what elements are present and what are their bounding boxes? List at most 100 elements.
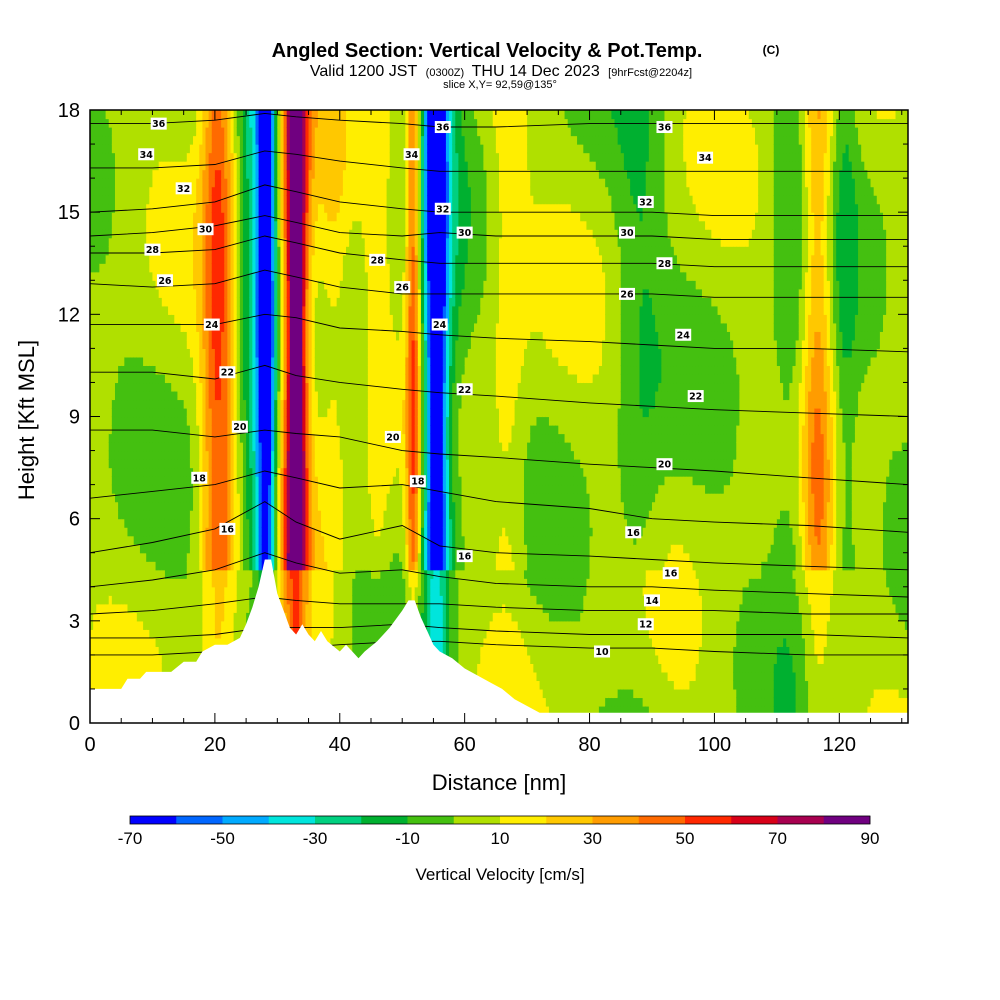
velocity-cell (136, 254, 141, 264)
velocity-cell (99, 620, 104, 630)
velocity-cell (127, 416, 132, 426)
velocity-cell (143, 195, 147, 205)
velocity-cell (90, 356, 94, 367)
velocity-cell (161, 561, 166, 571)
velocity-cell (108, 118, 113, 128)
velocity-cell (164, 518, 169, 528)
velocity-cell (146, 518, 150, 528)
velocity-cell (164, 365, 169, 375)
velocity-cell (171, 433, 175, 443)
velocity-cell (152, 339, 157, 349)
velocity-cell (102, 603, 107, 613)
velocity-cell (149, 399, 154, 409)
velocity-cell (108, 382, 113, 392)
velocity-cell (114, 442, 119, 452)
velocity-cell (146, 348, 150, 358)
velocity-cell (152, 527, 157, 537)
velocity-cell (168, 561, 172, 571)
velocity-cell (136, 263, 141, 273)
velocity-cell (102, 254, 107, 264)
velocity-cell (102, 161, 107, 171)
velocity-cell (152, 373, 157, 384)
velocity-cell (139, 603, 144, 613)
velocity-cell (146, 203, 150, 213)
velocity-cell (118, 620, 122, 630)
velocity-cell (114, 493, 119, 503)
velocity-cell (152, 220, 157, 230)
velocity-cell (102, 356, 107, 367)
velocity-cell (161, 629, 166, 639)
velocity-cell (171, 305, 175, 315)
velocity-cell (164, 169, 169, 179)
velocity-cell (96, 544, 100, 554)
velocity-cell (118, 229, 122, 239)
velocity-cell (171, 476, 175, 486)
velocity-cell (164, 263, 169, 273)
velocity-cell (96, 399, 100, 409)
velocity-cell (105, 135, 110, 145)
velocity-cell (133, 305, 138, 315)
velocity-cell (124, 169, 129, 179)
velocity-cell (136, 314, 141, 324)
velocity-cell (127, 127, 132, 137)
velocity-cell (133, 459, 138, 469)
velocity-cell (139, 271, 144, 281)
velocity-cell (118, 390, 122, 401)
velocity-cell (90, 186, 94, 196)
velocity-cell (149, 407, 154, 418)
velocity-cell (105, 339, 110, 349)
velocity-cell (130, 620, 135, 630)
velocity-cell (111, 144, 116, 154)
velocity-cell (111, 348, 116, 358)
velocity-cell (168, 178, 172, 188)
velocity-cell (158, 552, 163, 562)
velocity-cell (139, 280, 144, 290)
velocity-cell (114, 203, 119, 213)
velocity-cell (102, 135, 107, 145)
velocity-cell (124, 501, 129, 511)
velocity-cell (111, 186, 116, 196)
velocity-cell (149, 450, 154, 460)
velocity-cell (139, 654, 144, 664)
velocity-cell (121, 178, 125, 188)
velocity-cell (99, 169, 104, 179)
velocity-cell (164, 390, 169, 401)
velocity-cell (149, 569, 154, 579)
velocity-cell (158, 425, 163, 435)
velocity-cell (102, 467, 107, 477)
velocity-cell (90, 382, 94, 392)
velocity-cell (102, 390, 107, 401)
velocity-cell (149, 527, 154, 537)
velocity-cell (121, 314, 125, 324)
velocity-cell (96, 314, 100, 324)
velocity-cell (133, 612, 138, 622)
velocity-cell (124, 118, 129, 128)
velocity-cell (102, 442, 107, 452)
velocity-cell (161, 654, 166, 664)
velocity-cell (99, 254, 104, 264)
velocity-cell (127, 620, 132, 630)
velocity-cell (111, 586, 116, 596)
velocity-cell (155, 373, 160, 384)
velocity-cell (149, 544, 154, 554)
velocity-cell (158, 663, 163, 673)
velocity-cell (146, 331, 150, 341)
velocity-cell (149, 161, 154, 171)
velocity-cell (133, 637, 138, 647)
velocity-cell (158, 169, 163, 179)
velocity-cell (105, 305, 110, 315)
velocity-cell (168, 322, 172, 332)
velocity-cell (108, 561, 113, 571)
velocity-cell (124, 646, 129, 656)
velocity-cell (149, 467, 154, 477)
velocity-cell (146, 186, 150, 196)
velocity-cell (108, 680, 113, 690)
velocity-cell (171, 535, 175, 545)
velocity-cell (99, 535, 104, 545)
velocity-cell (171, 586, 175, 596)
velocity-cell (155, 493, 160, 503)
velocity-cell (164, 612, 169, 622)
velocity-cell (108, 110, 113, 120)
velocity-cell (118, 322, 122, 332)
velocity-cell (118, 612, 122, 622)
